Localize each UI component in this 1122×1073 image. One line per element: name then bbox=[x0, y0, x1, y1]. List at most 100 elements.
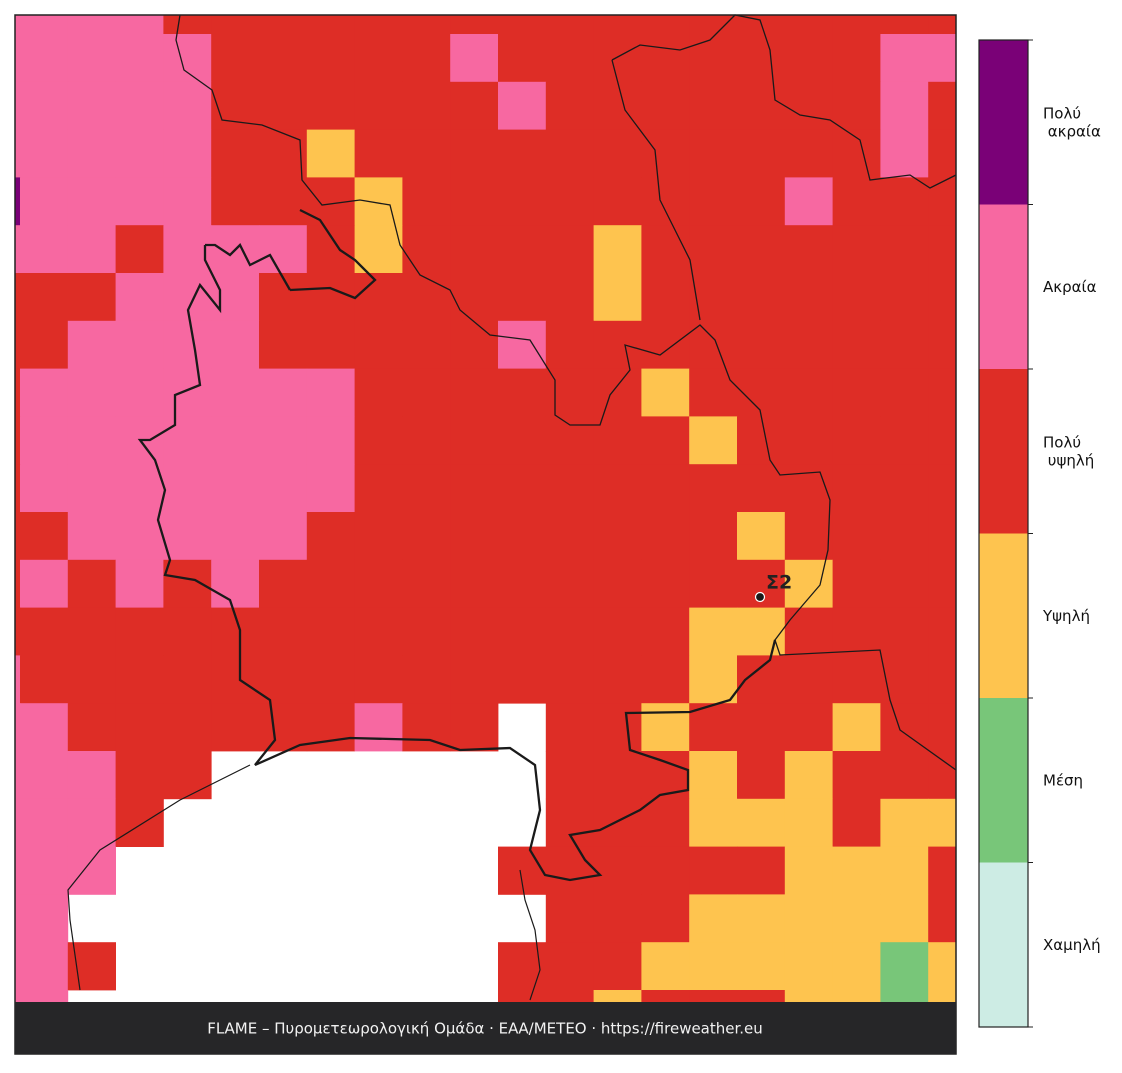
grid-cell bbox=[20, 655, 69, 704]
legend-label: Χαμηλή bbox=[1043, 935, 1101, 953]
grid-cell bbox=[115, 129, 164, 178]
legend-label: Μέση bbox=[1043, 771, 1083, 789]
grid-cell bbox=[928, 512, 957, 561]
grid-cell bbox=[689, 15, 738, 35]
grid-cell bbox=[641, 798, 690, 847]
grid-cell bbox=[115, 751, 164, 800]
grid-cell bbox=[259, 34, 308, 83]
grid-cell bbox=[545, 559, 594, 608]
grid-cell bbox=[498, 559, 547, 608]
grid-cell bbox=[163, 177, 212, 226]
grid-cell bbox=[498, 81, 547, 130]
grid-cell bbox=[354, 607, 403, 656]
grid-cell bbox=[15, 416, 21, 465]
grid-cell bbox=[15, 798, 21, 847]
grid-cell bbox=[498, 177, 547, 226]
grid-cell bbox=[784, 177, 833, 226]
legend-swatch bbox=[979, 40, 1028, 205]
grid-cell bbox=[641, 273, 690, 322]
grid-cell bbox=[928, 273, 957, 322]
grid-cell bbox=[641, 368, 690, 417]
grid-cell bbox=[880, 129, 929, 178]
grid-cell bbox=[354, 703, 403, 752]
grid-cell bbox=[450, 559, 499, 608]
grid-cell bbox=[832, 942, 881, 991]
grid-cell bbox=[67, 703, 116, 752]
grid-cell bbox=[354, 368, 403, 417]
grid-cell bbox=[928, 15, 957, 35]
grid-cell bbox=[259, 703, 308, 752]
grid-cell bbox=[306, 655, 355, 704]
grid-cell bbox=[15, 368, 21, 417]
grid-cell bbox=[354, 15, 403, 35]
grid-cell bbox=[593, 990, 642, 1003]
grid-cell bbox=[737, 225, 786, 274]
grid-cell bbox=[784, 129, 833, 178]
grid-cell bbox=[15, 273, 21, 322]
grid-cell bbox=[163, 368, 212, 417]
grid-cell bbox=[163, 15, 212, 35]
grid-cell bbox=[306, 273, 355, 322]
grid-cell bbox=[20, 751, 69, 800]
grid-cell bbox=[784, 15, 833, 35]
grid-cell bbox=[545, 15, 594, 35]
grid-cell bbox=[498, 225, 547, 274]
grid-cell bbox=[450, 655, 499, 704]
grid-cell bbox=[67, 320, 116, 369]
grid-cell bbox=[689, 703, 738, 752]
grid-cell bbox=[928, 225, 957, 274]
grid-cell bbox=[593, 942, 642, 991]
grid-cell bbox=[593, 34, 642, 83]
grid-cell bbox=[211, 15, 260, 35]
grid-cell bbox=[498, 512, 547, 561]
legend-label: Ακραία bbox=[1043, 277, 1097, 295]
footer-text: FLAME – Πυρομετεωρολογική Ομάδα · ΕΑΑ/ME… bbox=[207, 1020, 763, 1038]
grid-cell bbox=[259, 559, 308, 608]
grid-cell bbox=[402, 464, 451, 513]
grid-cell bbox=[832, 703, 881, 752]
grid-cell bbox=[15, 607, 21, 656]
grid-cell bbox=[880, 751, 929, 800]
grid-cell bbox=[737, 416, 786, 465]
grid-cell bbox=[832, 798, 881, 847]
grid-cell bbox=[593, 512, 642, 561]
grid-cell bbox=[689, 464, 738, 513]
grid-cell bbox=[450, 273, 499, 322]
danger-grid bbox=[15, 15, 957, 1003]
grid-cell bbox=[832, 655, 881, 704]
grid-cell bbox=[450, 225, 499, 274]
grid-cell bbox=[163, 129, 212, 178]
grid-cell bbox=[880, 942, 929, 991]
grid-cell bbox=[737, 703, 786, 752]
grid-cell bbox=[20, 34, 69, 83]
grid-cell bbox=[402, 416, 451, 465]
grid-cell bbox=[306, 225, 355, 274]
grid-cell bbox=[689, 129, 738, 178]
grid-cell bbox=[593, 607, 642, 656]
grid-cell bbox=[211, 464, 260, 513]
grid-cell bbox=[306, 81, 355, 130]
grid-cell bbox=[20, 464, 69, 513]
grid-cell bbox=[784, 846, 833, 895]
grid-cell bbox=[20, 15, 69, 35]
grid-cell bbox=[20, 368, 69, 417]
grid-cell bbox=[450, 320, 499, 369]
grid-cell bbox=[67, 81, 116, 130]
grid-cell bbox=[928, 703, 957, 752]
grid-cell bbox=[20, 225, 69, 274]
grid-cell bbox=[689, 655, 738, 704]
grid-cell bbox=[402, 320, 451, 369]
coastline bbox=[67, 764, 251, 991]
grid-cell bbox=[163, 34, 212, 83]
grid-cell bbox=[15, 990, 21, 1003]
grid-cell bbox=[832, 559, 881, 608]
grid-cell bbox=[593, 703, 642, 752]
grid-cell bbox=[15, 177, 21, 226]
border-line bbox=[137, 243, 777, 882]
grid-cell bbox=[67, 559, 116, 608]
grid-cell bbox=[402, 273, 451, 322]
grid-cell bbox=[545, 607, 594, 656]
grid-cell bbox=[450, 607, 499, 656]
legend-label: Πολύ ακραία bbox=[1043, 104, 1101, 140]
